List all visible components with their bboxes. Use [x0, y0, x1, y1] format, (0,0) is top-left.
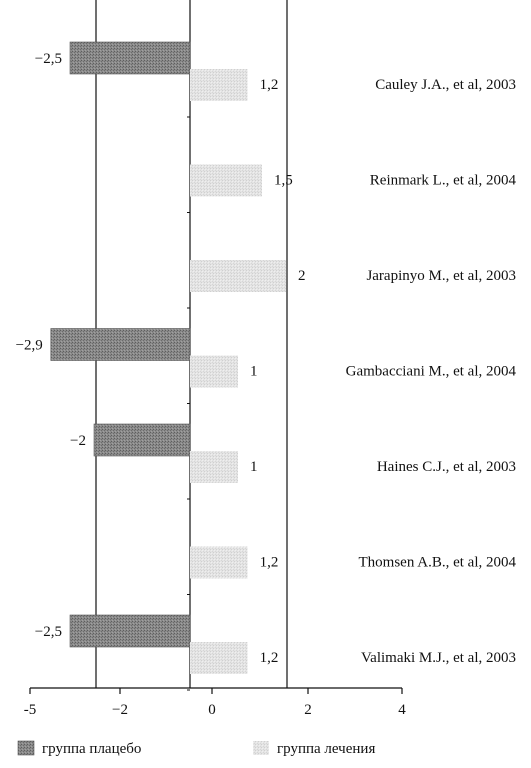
x-tick-label: 0 [208, 702, 216, 718]
category-label: Reinmark L., et al, 2004 [370, 173, 517, 189]
legend-swatch-placebo [17, 740, 35, 756]
x-tick-label: 2 [304, 702, 312, 718]
bar-treatment [190, 355, 238, 388]
bar-treatment [190, 546, 248, 579]
data-label-placebo: −2,5 [35, 624, 62, 640]
legend-swatch-treatment [253, 741, 269, 755]
bar-placebo [93, 423, 191, 457]
data-label-treatment: 2 [298, 268, 306, 284]
data-label-treatment: 1,5 [274, 173, 293, 189]
bar-placebo [50, 328, 191, 361]
bar-treatment [190, 69, 248, 101]
category-label: Haines C.J., et al, 2003 [377, 459, 516, 475]
bar-treatment [190, 451, 238, 483]
category-label: Valimaki M.J., et al, 2003 [361, 650, 516, 666]
legend-label-placebo: группа плацебо [42, 741, 141, 757]
category-label: Gambacciani M., et al, 2004 [346, 364, 517, 380]
bar-placebo [69, 614, 191, 648]
bar-treatment [190, 260, 286, 292]
category-label: Cauley J.A., et al, 2003 [375, 77, 516, 93]
data-label-treatment: 1,2 [260, 77, 279, 93]
data-label-treatment: 1,2 [260, 650, 279, 666]
category-label: Thomsen A.B., et al, 2004 [359, 555, 517, 571]
data-label-treatment: 1 [250, 459, 258, 475]
bar-treatment [190, 164, 262, 197]
data-label-placebo: −2,5 [35, 51, 62, 67]
legend-label-treatment: группа лечения [277, 741, 375, 757]
x-tick-label: −2 [112, 702, 128, 718]
data-label-treatment: 1,2 [260, 555, 279, 571]
data-label-placebo: −2,9 [16, 338, 43, 354]
x-tick-label: -5 [24, 702, 37, 718]
data-label-placebo: −2 [70, 433, 86, 449]
data-label-treatment: 1 [250, 364, 258, 380]
x-tick-label: 4 [398, 702, 406, 718]
category-label: Jarapinyo M., et al, 2003 [366, 268, 516, 284]
bar-treatment [190, 642, 248, 674]
bar-placebo [69, 41, 191, 75]
